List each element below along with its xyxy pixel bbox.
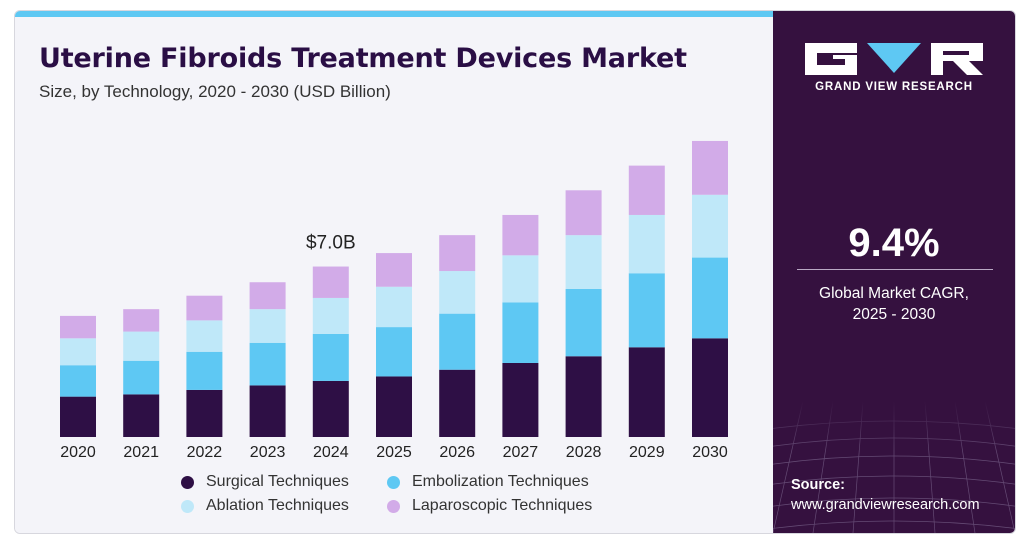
chart-panel: Uterine Fibroids Treatment Devices Marke… <box>15 17 773 533</box>
bar-2020-series-1 <box>60 365 96 397</box>
bar-2029-series-1 <box>628 273 665 348</box>
bar-2024-series-2 <box>312 297 349 334</box>
bar-2029-series-2 <box>628 214 665 274</box>
x-tick-label: 2028 <box>566 444 602 461</box>
legend-label-ablation: Ablation Techniques <box>206 497 349 514</box>
bar-2020-series-2 <box>60 338 96 366</box>
bar-2022-series-3 <box>186 295 223 321</box>
bar-2026-series-0 <box>439 369 476 437</box>
bar-2025-series-3 <box>376 253 412 287</box>
accent-bar <box>15 11 773 17</box>
bar-2025-series-2 <box>376 286 412 328</box>
grand-view-research-logo <box>805 43 983 75</box>
bar-2021-series-2 <box>123 331 160 361</box>
legend-label-surgical: Surgical Techniques <box>206 473 349 490</box>
chart-title: Uterine Fibroids Treatment Devices Marke… <box>39 43 687 74</box>
bar-2021-series-3 <box>123 309 160 332</box>
bar-2022-series-1 <box>186 351 223 390</box>
brand-name: GRAND VIEW RESEARCH <box>815 81 973 93</box>
bar-2030-series-3 <box>692 140 728 195</box>
bar-2030-series-1 <box>692 257 728 339</box>
value-annotation: $7.0B <box>306 233 356 254</box>
bar-2029-series-0 <box>628 347 665 437</box>
cagr-label-line1: Global Market CAGR, <box>819 285 969 302</box>
legend-label-embolization: Embolization Techniques <box>412 473 589 490</box>
cagr-value: 9.4% <box>848 221 940 265</box>
x-tick-label: 2022 <box>187 444 223 461</box>
stacked-bar-chart: 2020 2021 2022 2023 2024 $7.0B 2025 2026 2027 202… <box>60 140 728 461</box>
legend-item-surgical: Surgical Techniques <box>181 473 349 491</box>
bar-2022-series-0 <box>186 389 223 437</box>
bar-2026-series-1 <box>439 313 476 370</box>
legend-swatch-ablation <box>181 499 194 513</box>
bar-2029-series-3 <box>628 165 665 215</box>
bar-2027-series-3 <box>502 214 539 256</box>
bar-2025-series-0 <box>376 376 412 437</box>
bar-2024-series-3 <box>312 266 349 298</box>
bar-2023-series-0 <box>249 385 286 437</box>
x-tick-label: 2021 <box>123 444 159 461</box>
legend-swatch-surgical <box>181 475 194 489</box>
source-label: Source: <box>791 477 845 493</box>
cagr-label-line2: 2025 - 2030 <box>852 306 936 323</box>
bar-2024-series-1 <box>312 333 349 381</box>
bar-2026-series-3 <box>439 235 476 272</box>
bar-2023-series-2 <box>249 309 286 343</box>
legend-label-laparoscopic: Laparoscopic Techniques <box>412 497 593 514</box>
bar-2030-series-0 <box>692 338 728 437</box>
x-tick-label: 2027 <box>503 444 539 461</box>
legend-item-embolization: Embolization Techniques <box>387 473 589 491</box>
bar-2020-series-0 <box>60 396 96 437</box>
chart-subtitle: Size, by Technology, 2020 - 2030 (USD Bi… <box>39 82 391 101</box>
x-tick-label: 2023 <box>250 444 286 461</box>
x-tick-label: 2030 <box>692 444 728 461</box>
cagr-label: Global Market CAGR, 2025 - 2030 <box>773 283 1015 325</box>
legend-swatch-embolization <box>387 475 400 489</box>
bar-2027-series-1 <box>502 302 539 363</box>
legend-swatch-laparoscopic <box>387 499 400 513</box>
bar-2030-series-2 <box>692 194 728 258</box>
bar-2024-series-0 <box>312 380 349 437</box>
bar-2020-series-3 <box>60 315 96 339</box>
x-tick-label: 2025 <box>376 444 412 461</box>
bar-2027-series-0 <box>502 362 539 437</box>
bar-2021-series-1 <box>123 360 160 395</box>
bar-2021-series-0 <box>123 394 160 437</box>
source-note: Source: www.grandviewresearch.com <box>791 475 980 515</box>
bar-2028-series-0 <box>565 356 602 437</box>
cagr-divider <box>797 269 993 270</box>
x-tick-label: 2024 <box>313 444 349 461</box>
legend-item-laparoscopic: Laparoscopic Techniques <box>387 497 592 515</box>
stats-sidebar: GRAND VIEW RESEARCH 9.4% Global Market C… <box>773 11 1015 533</box>
bar-2025-series-1 <box>376 327 412 377</box>
bar-2027-series-2 <box>502 255 539 303</box>
x-tick-label: 2026 <box>439 444 475 461</box>
legend-item-ablation: Ablation Techniques <box>181 497 349 515</box>
bar-2028-series-1 <box>565 288 602 357</box>
decorative-grid <box>773 401 1015 533</box>
x-tick-label: 2020 <box>60 444 96 461</box>
bar-2028-series-3 <box>565 190 602 236</box>
bar-2026-series-2 <box>439 271 476 314</box>
source-url: www.grandviewresearch.com <box>791 497 980 513</box>
bar-2023-series-1 <box>249 342 286 386</box>
bar-2023-series-3 <box>249 282 286 310</box>
infographic-card: Uterine Fibroids Treatment Devices Marke… <box>14 10 1016 534</box>
bar-2028-series-2 <box>565 235 602 289</box>
x-tick-label: 2029 <box>629 444 665 461</box>
bar-2022-series-2 <box>186 320 223 352</box>
